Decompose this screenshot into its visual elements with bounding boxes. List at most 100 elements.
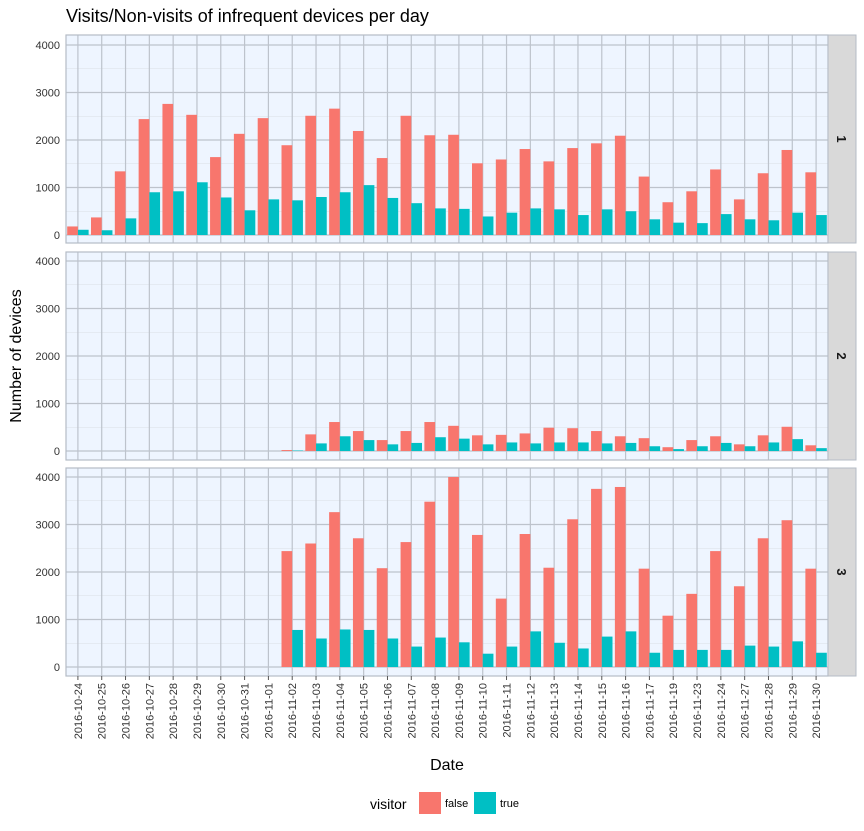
bar-true-2016-11-16 bbox=[625, 211, 637, 235]
y-tick-label: 3000 bbox=[36, 88, 60, 100]
bar-false-2016-11-02 bbox=[281, 450, 293, 451]
bar-false-2016-11-10 bbox=[472, 534, 483, 667]
x-tick-label: 2016-11-28 bbox=[763, 683, 775, 738]
bar-true-2016-11-15 bbox=[601, 209, 613, 235]
y-tick-label: 3000 bbox=[36, 520, 60, 532]
bar-true-2016-11-29 bbox=[792, 439, 803, 451]
bar-true-2016-11-12 bbox=[530, 631, 542, 667]
y-tick-label: 4000 bbox=[36, 256, 60, 268]
bar-true-2016-11-28 bbox=[768, 442, 780, 451]
y-tick-label: 0 bbox=[54, 662, 60, 674]
x-tick-label: 2016-11-02 bbox=[287, 683, 299, 738]
x-tick-label: 2016-11-07 bbox=[406, 683, 418, 738]
bar-true-2016-11-19 bbox=[673, 222, 684, 235]
bar-true-2016-11-07 bbox=[411, 442, 422, 451]
bar-true-2016-11-09 bbox=[458, 208, 470, 235]
bar-true-2016-11-05 bbox=[363, 629, 375, 667]
bar-true-2016-11-05 bbox=[363, 440, 375, 451]
bar-false-2016-11-13 bbox=[543, 427, 555, 451]
x-tick-label: 2016-11-04 bbox=[335, 683, 347, 738]
bar-false-2016-11-10 bbox=[472, 163, 483, 235]
bar-false-2016-11-03 bbox=[305, 115, 317, 235]
bar-false-2016-11-23 bbox=[686, 191, 698, 235]
bar-true-2016-11-14 bbox=[577, 648, 589, 667]
bar-true-2016-11-10 bbox=[482, 216, 494, 235]
bar-false-2016-11-15 bbox=[591, 431, 602, 451]
x-tick-label: 2016-10-24 bbox=[73, 683, 85, 739]
bar-true-2016-11-08 bbox=[435, 208, 446, 235]
x-tick-label: 2016-11-13 bbox=[549, 683, 561, 738]
bar-false-2016-11-15 bbox=[591, 488, 602, 667]
bar-true-2016-11-28 bbox=[768, 220, 780, 235]
bar-false-2016-10-27 bbox=[138, 119, 150, 235]
x-tick-label: 2016-11-06 bbox=[382, 683, 394, 738]
facet-strip-label: 1 bbox=[834, 135, 849, 142]
x-tick-label: 2016-11-10 bbox=[478, 683, 490, 738]
bar-false-2016-11-23 bbox=[686, 440, 698, 451]
bar-false-2016-11-08 bbox=[424, 135, 436, 235]
bar-false-2016-11-16 bbox=[614, 486, 626, 667]
bar-true-2016-11-16 bbox=[625, 631, 637, 667]
bar-true-2016-11-11 bbox=[506, 646, 518, 667]
bar-true-2016-11-02 bbox=[292, 629, 303, 667]
y-tick-label: 3000 bbox=[36, 304, 60, 316]
y-tick-label: 1000 bbox=[36, 615, 60, 627]
bar-false-2016-11-29 bbox=[781, 426, 793, 451]
bar-true-2016-11-23 bbox=[697, 223, 708, 235]
x-tick-label: 2016-10-26 bbox=[121, 683, 133, 739]
panel-3: 0 1000 2000 3000 4000 3 bbox=[36, 467, 857, 677]
bar-false-2016-11-11 bbox=[495, 598, 507, 667]
bar-false-2016-11-17 bbox=[638, 176, 650, 235]
x-tick-label: 2016-10-25 bbox=[97, 683, 109, 739]
y-tick-label: 0 bbox=[54, 230, 60, 242]
bar-false-2016-11-04 bbox=[329, 108, 340, 235]
bar-false-2016-11-14 bbox=[567, 519, 578, 667]
x-tick-label: 2016-11-14 bbox=[573, 683, 585, 738]
bar-false-2016-11-11 bbox=[495, 159, 507, 235]
x-tick-label: 2016-10-29 bbox=[192, 683, 204, 739]
bar-true-2016-10-29 bbox=[196, 182, 208, 235]
bar-true-2016-11-03 bbox=[316, 197, 327, 235]
x-axis-ticks: 2016-10-24 2016-10-25 2016-10-26 2016-10-27… bbox=[73, 676, 823, 739]
bar-true-2016-11-24 bbox=[720, 214, 732, 235]
x-tick-label: 2016-11-24 bbox=[716, 683, 728, 738]
y-tick-label: 2000 bbox=[36, 135, 60, 147]
bar-false-2016-11-19 bbox=[662, 202, 674, 235]
bar-false-2016-11-06 bbox=[376, 568, 388, 667]
bar-true-2016-11-09 bbox=[458, 642, 470, 667]
x-tick-label: 2016-11-12 bbox=[525, 683, 537, 738]
x-tick-label: 2016-11-05 bbox=[359, 683, 371, 738]
facet-strip bbox=[827, 34, 857, 244]
bar-false-2016-11-30 bbox=[805, 445, 817, 451]
y-axis-title: Number of devices bbox=[8, 289, 25, 422]
x-tick-label: 2016-11-08 bbox=[430, 683, 442, 738]
bar-true-2016-11-10 bbox=[482, 444, 494, 451]
bar-true-2016-11-08 bbox=[435, 437, 446, 451]
bar-true-2016-11-27 bbox=[744, 219, 756, 235]
legend-label-true: true bbox=[500, 798, 519, 810]
facet-strip-label: 3 bbox=[834, 568, 849, 575]
bar-true-2016-11-29 bbox=[792, 641, 803, 667]
bar-false-2016-10-25 bbox=[91, 217, 102, 235]
bar-true-2016-11-13 bbox=[554, 209, 565, 235]
bar-true-2016-11-14 bbox=[577, 442, 589, 451]
bar-false-2016-11-16 bbox=[614, 436, 626, 451]
bar-false-2016-11-30 bbox=[805, 172, 817, 235]
bar-true-2016-11-28 bbox=[768, 646, 780, 667]
x-tick-label: 2016-11-11 bbox=[502, 683, 514, 738]
bar-true-2016-11-12 bbox=[530, 443, 542, 451]
bar-true-2016-11-19 bbox=[673, 649, 684, 667]
bar-false-2016-11-24 bbox=[710, 436, 721, 451]
y-tick-label: 4000 bbox=[36, 472, 60, 484]
y-tick-label: 4000 bbox=[36, 40, 60, 52]
panel-1: 0 1000 2000 3000 4000 1 bbox=[36, 34, 857, 244]
bar-false-2016-11-06 bbox=[376, 158, 388, 235]
bar-true-2016-10-30 bbox=[220, 197, 232, 235]
x-tick-label: 2016-11-17 bbox=[644, 683, 656, 738]
bar-false-2016-11-29 bbox=[781, 149, 793, 235]
x-tick-label: 2016-10-27 bbox=[144, 683, 156, 739]
y-tick-label: 0 bbox=[54, 446, 60, 458]
bar-true-2016-11-14 bbox=[577, 215, 589, 235]
bar-true-2016-11-24 bbox=[720, 442, 732, 451]
bar-true-2016-10-25 bbox=[101, 230, 113, 235]
